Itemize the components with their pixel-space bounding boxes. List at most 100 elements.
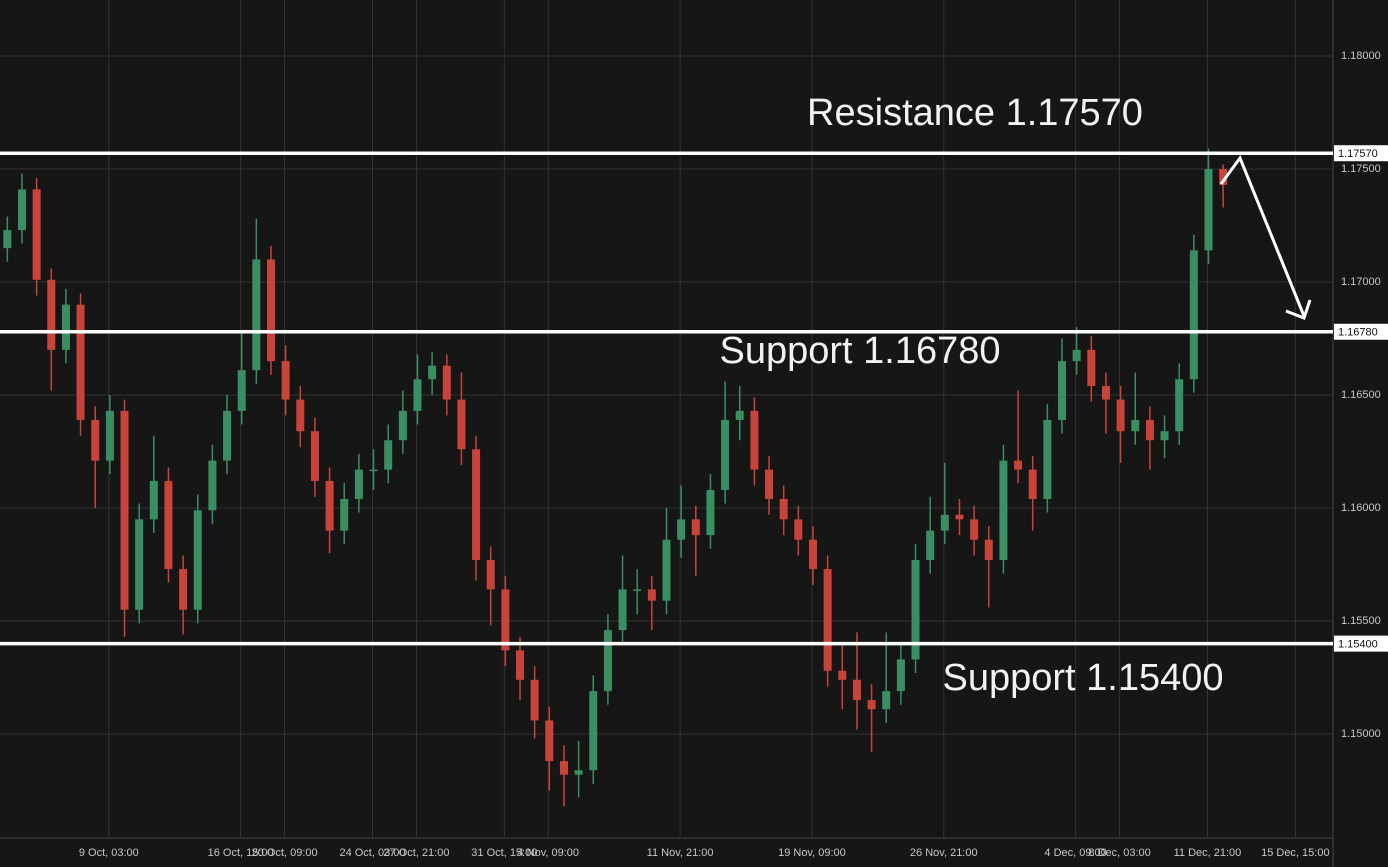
level-label: 1.16780 [1338,327,1378,339]
level-label-box [1334,323,1388,340]
candle-body [721,419,730,490]
candle-body [1116,399,1125,432]
candle-body [310,431,319,481]
candle-body [647,589,656,601]
candle-body [486,560,495,590]
candle-body [149,480,158,520]
x-tick-label: 24 Oct, 03:00 [339,847,405,859]
y-tick-label: 1.17500 [1341,163,1381,175]
x-tick-label: 16 Oct, 15:00 [208,847,274,859]
candle-body [926,530,935,561]
x-tick-label: 19 Nov, 09:00 [778,847,846,859]
y-tick-label: 1.15000 [1341,728,1381,740]
x-tick-label: 26 Nov, 21:00 [910,847,978,859]
candle-body [559,761,568,775]
candle-body [47,279,56,350]
x-tick-label: 9 Oct, 03:00 [79,847,139,859]
y-tick-label: 1.16500 [1341,389,1381,401]
candle-body [677,519,686,540]
candle-body [384,440,393,470]
y-tick-label: 1.17000 [1341,276,1381,288]
y-tick-label: 1.18000 [1341,50,1381,62]
x-tick-label: 27 Oct, 21:00 [383,847,449,859]
candle-body [369,469,378,472]
candle-body [1175,379,1184,432]
candle-body [603,630,612,692]
candle-body [237,370,246,411]
candle-body [340,499,349,531]
candle-body [823,569,832,671]
candle-body [545,720,554,762]
level-label: 1.15400 [1338,639,1378,651]
candle-body [750,410,759,470]
candle-body [413,379,422,411]
level-label-box [1334,635,1388,652]
candle-body [325,480,334,531]
candle-body [3,230,12,249]
candle-body [735,410,744,420]
candle-body [61,304,70,350]
candle-body [662,539,671,601]
candle-body [1219,169,1228,185]
level-annotation: Resistance 1.17570 [807,92,1143,134]
level-annotation: Support 1.15400 [942,657,1223,699]
x-tick-label: 4 Dec, 09:00 [1044,847,1106,859]
candle-body [105,410,114,461]
candle-body [472,449,481,561]
candle-body [955,514,964,520]
x-tick-label: 11 Nov, 21:00 [647,847,714,859]
y-tick-label: 1.16000 [1341,502,1381,514]
candle-body [838,670,847,680]
candle-body [354,469,363,500]
candle-body [867,700,876,710]
candle-body [1131,419,1140,432]
candle-body [1043,419,1052,500]
candle-body [442,365,451,400]
candle-body [882,691,891,710]
candle-body [223,410,232,461]
candle-body [1028,469,1037,500]
candle-body [589,691,598,771]
candle-body [1204,169,1213,251]
level-label: 1.17570 [1338,148,1378,160]
candle-body [1145,419,1154,441]
candle-body [252,259,261,371]
candle-body [779,499,788,520]
candle-body [193,510,202,610]
candle-body [765,469,774,500]
candle-body [530,679,539,721]
candle-body [984,539,993,561]
candle-body [1014,460,1023,470]
candle-body [706,489,715,536]
arrow-head [1285,299,1312,320]
candle-body [17,189,26,231]
x-tick-label: 11 Dec, 21:00 [1174,847,1242,859]
candle-body [281,361,290,400]
candle-body [516,650,525,680]
x-tick-label: 20 Oct, 09:00 [252,847,318,859]
x-tick-label: 8 Dec, 03:00 [1088,847,1150,859]
candle-body [940,514,949,531]
candle-body [691,519,700,536]
candle-body [501,589,510,651]
arrow [1219,154,1306,317]
candle-body [164,480,173,570]
candle-body [457,399,466,450]
level-annotation: Support 1.16780 [719,330,1000,372]
candle-body [1087,349,1096,387]
candle-body [91,419,100,461]
candle-body [852,679,861,701]
candle-body [970,519,979,540]
candle-body [179,569,188,610]
candle-body [618,589,627,631]
candle-body [896,659,905,692]
candle-body [266,259,275,362]
level-label-box [1334,145,1388,162]
candle-body [574,770,583,775]
x-tick-label: 15 Dec, 15:00 [1261,847,1330,859]
candle-body [1101,386,1110,400]
candle-body [32,189,41,280]
candle-body [808,539,817,570]
candle-body [1160,431,1169,441]
